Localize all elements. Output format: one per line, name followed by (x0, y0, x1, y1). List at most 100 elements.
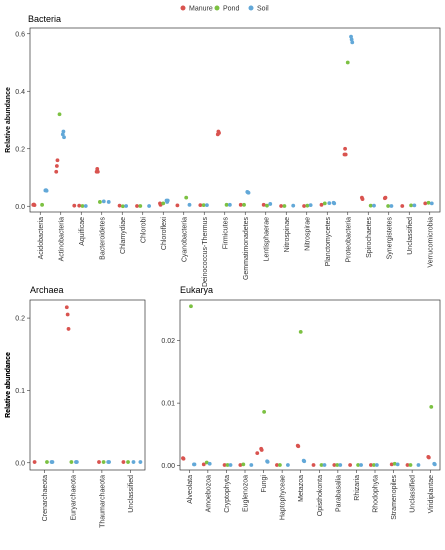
data-point (416, 463, 421, 467)
data-point (374, 463, 379, 467)
x-tick-label: Thaumarchaeota (99, 475, 106, 528)
x-tick-label: Verrucomicrobia (427, 217, 434, 268)
data-point (138, 460, 143, 464)
x-tick-label: Chlamydiae (120, 217, 127, 254)
data-point (83, 204, 88, 208)
data-point (372, 203, 376, 208)
data-point (55, 158, 60, 163)
panel-title: Eukarya (180, 285, 213, 295)
data-point (349, 34, 353, 39)
data-point (204, 460, 209, 465)
data-point (181, 456, 186, 461)
data-point (138, 204, 143, 208)
data-point (126, 460, 130, 464)
data-point (184, 195, 189, 200)
data-point (360, 197, 365, 201)
data-point (426, 455, 431, 460)
data-point (66, 327, 71, 331)
data-point (261, 202, 266, 207)
data-point (147, 204, 152, 208)
data-point (302, 459, 307, 464)
x-tick-label: Unclassified (410, 475, 417, 513)
data-point (343, 152, 348, 157)
plot-frame (179, 299, 441, 471)
x-tick-label: Cryptophyta (224, 475, 231, 513)
data-point (412, 203, 417, 208)
x-tick-label: Planctomycetes (325, 217, 332, 267)
data-point (95, 166, 100, 171)
data-point (286, 463, 290, 467)
data-point (350, 40, 355, 45)
plot-frame (29, 27, 441, 213)
data-point (44, 188, 49, 193)
x-tick-label: Rhodophyta (373, 475, 380, 513)
data-point (107, 460, 111, 464)
x-tick-label: Haptophyceae (280, 475, 287, 520)
data-point (32, 203, 37, 208)
data-point (106, 200, 111, 204)
x-tick-label: Unclassified (128, 475, 135, 513)
data-point (101, 199, 106, 204)
data-point (432, 462, 437, 467)
x-tick-label: Metazoa (298, 475, 305, 502)
data-point (368, 203, 373, 208)
x-tick-label: Actinobacteria (58, 217, 65, 261)
x-tick-label: Euglenozoa (243, 475, 250, 512)
data-point (98, 200, 102, 204)
plot-frame (29, 299, 146, 471)
panel-title: Bacteria (28, 14, 61, 24)
data-point (322, 201, 327, 206)
data-point (198, 203, 203, 208)
data-point (249, 463, 254, 467)
legend-swatch (214, 5, 220, 11)
data-point (275, 463, 279, 467)
data-point (45, 460, 49, 464)
data-point (429, 201, 434, 206)
data-point (161, 201, 166, 206)
data-point (322, 463, 327, 467)
data-point (241, 462, 246, 467)
data-point (222, 463, 227, 467)
x-tick-label: Deinococcus-Thermus (202, 217, 209, 288)
data-point (62, 135, 66, 140)
data-point (242, 202, 246, 207)
data-point (400, 204, 405, 208)
data-point (201, 203, 206, 208)
x-tick-label: Crenarchaeota (42, 475, 49, 521)
data-point (61, 129, 66, 134)
y-tick-label: 0.0 (15, 204, 25, 211)
x-tick-label: Rhizaria (354, 475, 361, 501)
y-tick-label: 0.2 (15, 146, 25, 153)
legend-swatch (180, 5, 186, 11)
data-point (268, 202, 273, 206)
data-point (50, 460, 55, 464)
y-tick-label: 0.6 (15, 31, 25, 38)
data-point (279, 204, 284, 208)
data-point (238, 463, 243, 467)
data-point (121, 460, 126, 464)
y-tick-label: 0.2 (15, 316, 25, 323)
data-point (69, 460, 74, 464)
x-tick-label: Aquificae (79, 217, 86, 246)
x-tick-label: Synergistetes (386, 217, 393, 260)
data-point (225, 463, 230, 467)
x-tick-label: Fungi (261, 475, 268, 493)
x-tick-label: Opisthokonta (317, 475, 324, 516)
data-point (246, 190, 251, 195)
data-point (356, 463, 360, 467)
y-tick-label: 0.01 (161, 401, 175, 408)
data-point (298, 329, 303, 334)
y-tick-label: 0.1 (15, 388, 25, 395)
data-point (217, 131, 221, 135)
legend-label: Soil (257, 6, 269, 13)
x-tick-label: Chloroflexi (161, 217, 168, 251)
data-point (409, 203, 413, 208)
data-point (327, 201, 332, 205)
y-axis-label: Relative abundance (5, 352, 12, 418)
data-point (224, 202, 229, 207)
x-tick-label: Gemmatimonadetes (243, 217, 250, 281)
data-point (65, 312, 70, 317)
data-point (305, 203, 310, 208)
data-point (371, 463, 376, 467)
data-point (175, 203, 180, 208)
